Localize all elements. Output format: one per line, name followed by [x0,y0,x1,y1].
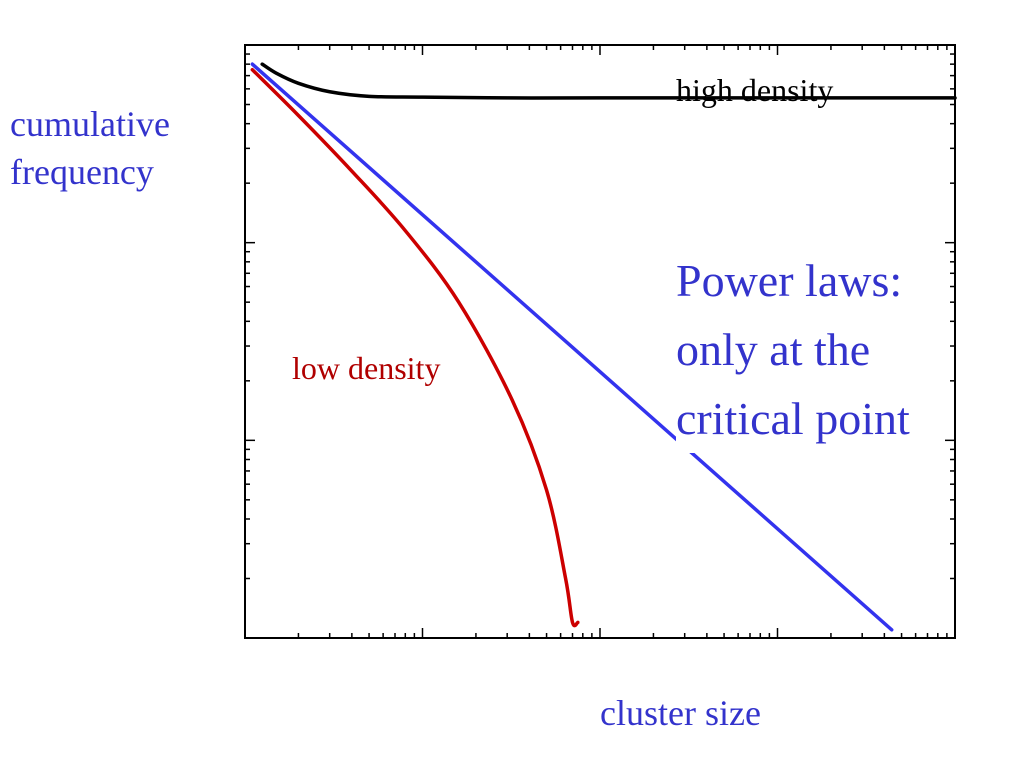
annotation-line-3: critical point [676,393,910,444]
series-line-critical-point [250,62,894,632]
y-axis-label: cumulative frequency [10,100,170,196]
annotation-line-1: Power laws: [676,255,903,306]
x-axis-label: cluster size [600,693,761,733]
y-axis-label-line-1: cumulative [10,104,170,144]
series-label-low-density: low density [292,350,441,386]
series-group [250,62,957,632]
y-axis-label-line-2: frequency [10,152,154,192]
series-line-low-density [250,67,580,628]
series-label-high-density: high density [676,72,834,108]
annotation-line-2: only at the [676,324,871,375]
series-line-high-density [260,62,957,100]
power-law-annotation: Power laws: only at the critical point [676,246,910,453]
axis-ticks [245,45,955,638]
